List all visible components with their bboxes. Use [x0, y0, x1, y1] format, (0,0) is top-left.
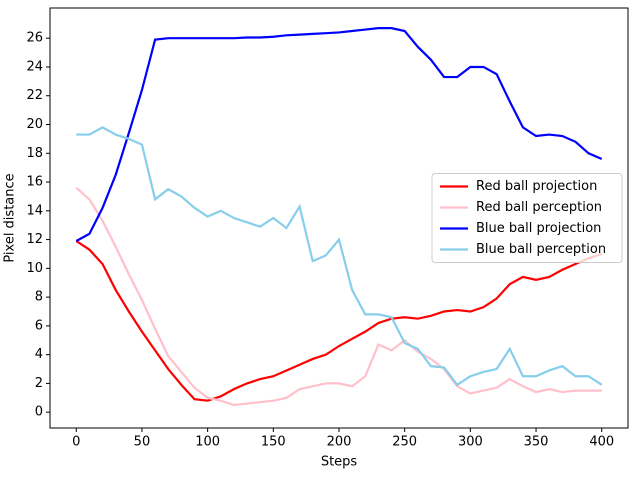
y-tick-label: 10 [26, 261, 43, 276]
legend-label: Red ball projection [476, 179, 597, 194]
x-tick-label: 350 [524, 435, 549, 450]
y-tick-label: 6 [35, 318, 43, 333]
series-line [75, 186, 602, 407]
y-tick-label: 2 [35, 376, 43, 391]
x-tick-label: 300 [458, 435, 483, 450]
y-tick-label: 14 [26, 203, 43, 218]
x-axis-label: Steps [321, 455, 358, 470]
y-tick-label: 20 [26, 117, 43, 132]
y-tick-label: 18 [26, 146, 43, 161]
y-tick-label: 4 [35, 347, 43, 362]
x-tick-label: 200 [327, 435, 352, 450]
plot-frame [49, 7, 629, 429]
x-tick-label: 400 [589, 435, 614, 450]
y-tick-label: 16 [26, 175, 43, 190]
legend-box [431, 173, 623, 263]
y-tick-label: 24 [26, 59, 43, 74]
y-tick-label: 8 [35, 290, 43, 305]
y-tick-label: 22 [26, 88, 43, 103]
x-tick-label: 50 [134, 435, 151, 450]
legend-label: Red ball perception [476, 200, 602, 215]
y-tick-label: 12 [26, 232, 43, 247]
series-line [75, 27, 603, 242]
y-tick-label: 26 [26, 31, 43, 46]
legend-label: Blue ball perception [476, 242, 606, 257]
x-tick-label: 250 [392, 435, 417, 450]
series-line [76, 126, 603, 387]
legend-label: Blue ball projection [476, 221, 601, 236]
x-tick-label: 100 [195, 435, 220, 450]
series-line [75, 240, 603, 402]
x-tick-label: 150 [261, 435, 286, 450]
y-tick-label: 0 [35, 405, 43, 420]
x-tick-label: 0 [72, 435, 80, 450]
y-axis-label: Pixel distance [3, 173, 18, 262]
